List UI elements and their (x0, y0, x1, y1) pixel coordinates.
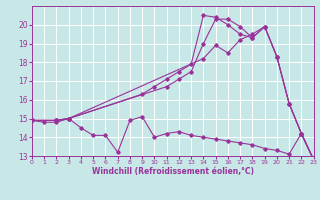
X-axis label: Windchill (Refroidissement éolien,°C): Windchill (Refroidissement éolien,°C) (92, 167, 254, 176)
